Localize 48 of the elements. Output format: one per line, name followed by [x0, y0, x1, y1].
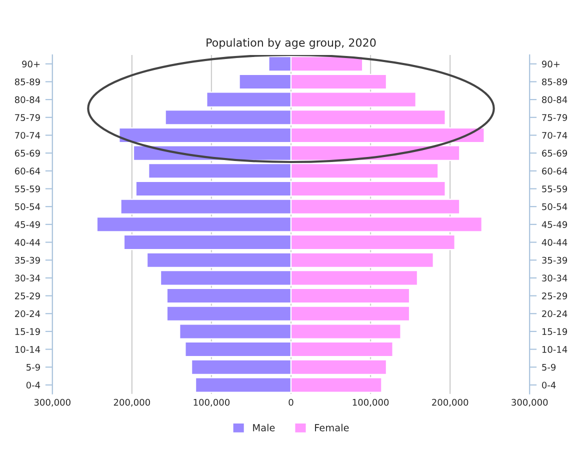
- y-tick-label: 40-44: [542, 238, 568, 246]
- legend-label: Male: [253, 424, 275, 432]
- category-label: 60-64: [14, 168, 40, 174]
- category-label: 75-79: [15, 114, 40, 121]
- x-tick-label: 100,000: [352, 398, 389, 407]
- category-label: 25-29: [15, 292, 40, 300]
- y-tick-label: 20-24: [542, 310, 568, 318]
- y-tick-label: 65-69: [542, 150, 568, 157]
- category-label: 40-44: [14, 238, 40, 246]
- y-tick-label: 85-89: [542, 78, 568, 86]
- y-tick-label: 70-74: [542, 132, 568, 139]
- y-tick-label: 55-59: [542, 185, 568, 192]
- y-tick-label: 90+: [542, 60, 560, 68]
- x-tick-label: 100,000: [194, 398, 230, 407]
- category-label: 35-39: [15, 256, 40, 264]
- category-label: 90+: [22, 60, 40, 68]
- category-label: 50-54: [15, 203, 40, 210]
- category-label: 30-34: [15, 274, 40, 282]
- category-label: 65-69: [14, 150, 40, 157]
- x-tick-label: 200,000: [114, 398, 150, 407]
- x-tick-label: 300,000: [512, 398, 548, 407]
- y-tick-label: 15-19: [542, 328, 568, 336]
- category-label: 80-84: [14, 96, 40, 104]
- category-label: 20-24: [15, 310, 40, 318]
- category-label: 45-49: [14, 221, 40, 228]
- category-label: 55-59: [15, 185, 40, 192]
- category-label: 5-9: [26, 364, 40, 371]
- y-tick-label: 25-29: [542, 292, 568, 300]
- y-tick-label: 30-34: [542, 274, 568, 282]
- y-tick-label: 75-79: [542, 114, 568, 121]
- y-tick-label: 10-14: [542, 346, 568, 353]
- category-label: 85-89: [14, 78, 40, 86]
- y-tick-label: 45-49: [542, 221, 568, 228]
- x-tick-label: 0: [288, 398, 294, 406]
- y-tick-label: 50-54: [542, 203, 568, 210]
- legend-label: Female: [315, 424, 349, 432]
- y-tick-label: 35-39: [542, 256, 568, 264]
- category-label: 15-19: [15, 328, 40, 336]
- category-label: 0-4: [26, 382, 40, 389]
- x-tick-label: 300,000: [34, 398, 70, 407]
- category-label: 10-14: [15, 346, 40, 353]
- y-tick-label: 0-4: [542, 382, 556, 389]
- y-tick-label: 5-9: [542, 364, 556, 371]
- x-tick-label: 200,000: [432, 398, 468, 407]
- category-label: 70-74: [15, 132, 40, 139]
- y-tick-label: 80-84: [542, 96, 568, 104]
- chart-title: Population by age group, 2020: [206, 38, 376, 49]
- y-tick-label: 60-64: [542, 168, 568, 174]
